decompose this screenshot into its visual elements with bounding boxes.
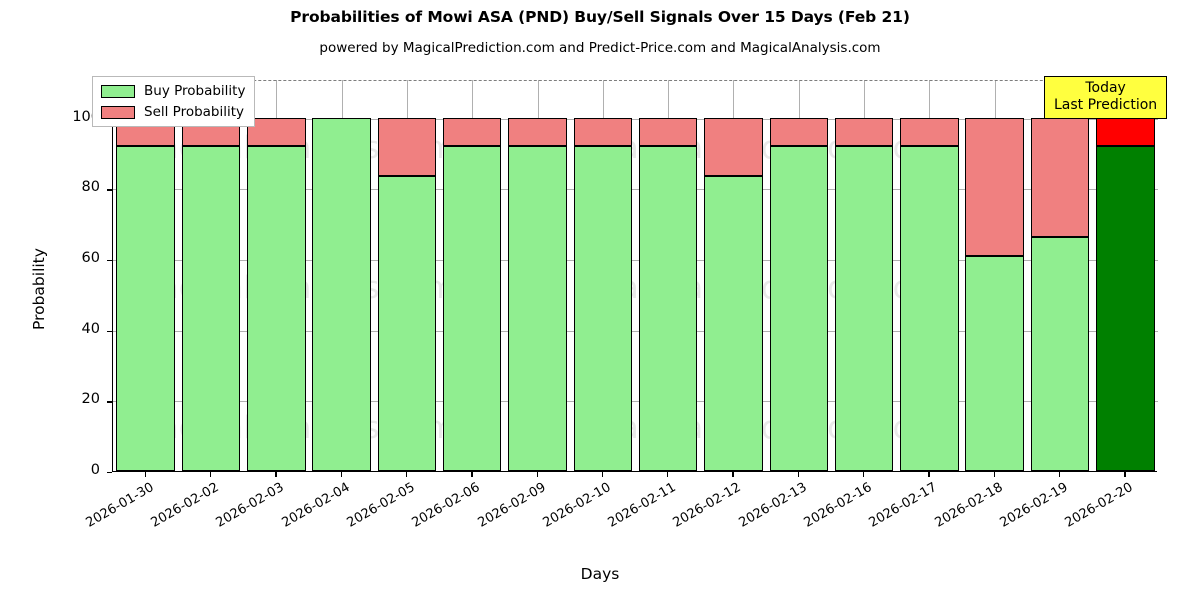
y-tick-label: 20 bbox=[81, 391, 100, 408]
page-title: Probabilities of Mowi ASA (PND) Buy/Sell… bbox=[290, 8, 910, 26]
y-tick-mark bbox=[107, 472, 112, 474]
x-tick-mark bbox=[340, 472, 342, 477]
bar-segment-sell[interactable] bbox=[769, 117, 828, 147]
bar-segment-sell[interactable] bbox=[704, 117, 763, 176]
x-tick-mark bbox=[405, 472, 408, 477]
y-tick-mark bbox=[107, 260, 112, 262]
bar-group[interactable] bbox=[312, 79, 371, 471]
bar-group[interactable] bbox=[1030, 79, 1090, 471]
bar-segment-sell[interactable] bbox=[377, 117, 437, 176]
bar-segment-sell[interactable] bbox=[508, 117, 567, 147]
bar-segment-buy[interactable] bbox=[573, 146, 633, 471]
bar-segment-buy[interactable] bbox=[1096, 146, 1155, 471]
reference-line bbox=[113, 80, 1158, 81]
bar-group[interactable] bbox=[442, 79, 502, 471]
legend-swatch bbox=[101, 105, 135, 119]
bar-segment-sell[interactable] bbox=[834, 117, 894, 147]
bar-group[interactable] bbox=[508, 79, 567, 471]
bar-group[interactable] bbox=[965, 79, 1024, 471]
x-tick-mark bbox=[928, 472, 930, 477]
bar-segment-buy[interactable] bbox=[965, 255, 1024, 471]
x-axis-label: Days bbox=[580, 565, 620, 583]
bar-segment-sell[interactable] bbox=[573, 117, 633, 147]
bar-segment-buy[interactable] bbox=[638, 146, 698, 471]
bar-group[interactable] bbox=[116, 79, 175, 471]
bar-segment-sell[interactable] bbox=[1030, 117, 1090, 237]
legend-swatch bbox=[101, 84, 135, 98]
today-annotation: Today Last Prediction bbox=[1044, 76, 1168, 120]
bar-segment-buy[interactable] bbox=[181, 146, 241, 471]
bar-group[interactable] bbox=[900, 79, 959, 471]
y-tick-mark bbox=[107, 401, 112, 403]
bar-group[interactable] bbox=[377, 79, 437, 471]
x-tick-mark bbox=[1059, 472, 1061, 477]
y-tick-label: 0 bbox=[90, 462, 100, 478]
x-tick-mark bbox=[471, 472, 473, 477]
bar-segment-buy[interactable] bbox=[769, 146, 828, 471]
x-tick-mark bbox=[536, 472, 538, 477]
legend-item[interactable]: Buy Probability bbox=[101, 83, 245, 99]
bar-segment-sell[interactable] bbox=[442, 117, 502, 147]
y-tick-label: 40 bbox=[81, 320, 100, 337]
x-tick-mark bbox=[1124, 472, 1126, 477]
y-tick-mark bbox=[107, 330, 112, 333]
x-tick-mark bbox=[275, 472, 277, 477]
bar-group[interactable] bbox=[638, 79, 698, 471]
x-tick-mark bbox=[209, 472, 212, 477]
plot-area: MagicalAnalysis.comMagicalPrediction.com… bbox=[112, 79, 1158, 472]
legend-label: Buy Probability bbox=[144, 83, 246, 99]
bar-segment-sell[interactable] bbox=[247, 117, 306, 147]
bar-segment-buy[interactable] bbox=[247, 146, 306, 471]
y-tick-label: 60 bbox=[81, 250, 100, 267]
bar-segment-buy[interactable] bbox=[508, 146, 567, 471]
gridline-horizontal bbox=[113, 189, 1158, 191]
bar-segment-buy[interactable] bbox=[900, 146, 959, 471]
bar-segment-sell[interactable] bbox=[1096, 117, 1155, 147]
bar-group[interactable] bbox=[834, 79, 894, 471]
bar-segment-buy[interactable] bbox=[834, 146, 894, 471]
bar-group[interactable] bbox=[704, 79, 763, 471]
gridline-horizontal bbox=[113, 401, 1158, 403]
bar-segment-sell[interactable] bbox=[965, 117, 1024, 256]
x-tick-mark bbox=[863, 472, 865, 477]
bar-segment-buy[interactable] bbox=[312, 117, 371, 471]
bar-group[interactable] bbox=[573, 79, 633, 471]
x-tick-mark bbox=[601, 472, 604, 477]
x-tick-mark bbox=[732, 472, 734, 477]
bar-segment-sell[interactable] bbox=[638, 117, 698, 147]
gridline-horizontal bbox=[113, 330, 1158, 332]
gridline-horizontal bbox=[113, 260, 1158, 262]
bar-segment-buy[interactable] bbox=[116, 146, 175, 471]
x-tick-mark bbox=[993, 472, 996, 477]
y-tick-label: 80 bbox=[81, 179, 100, 196]
chart-subtitle: powered by MagicalPrediction.com and Pre… bbox=[319, 40, 881, 56]
x-tick-mark bbox=[797, 472, 800, 477]
y-axis-label: Probability bbox=[30, 248, 48, 330]
bar-segment-buy[interactable] bbox=[442, 146, 502, 471]
bar-segment-buy[interactable] bbox=[377, 175, 437, 471]
gridline-horizontal bbox=[113, 118, 1158, 120]
bar-segment-sell[interactable] bbox=[900, 117, 959, 147]
bar-group[interactable] bbox=[247, 79, 306, 471]
x-tick-mark bbox=[144, 472, 146, 477]
x-tick-mark bbox=[667, 472, 669, 477]
bar-segment-buy[interactable] bbox=[704, 175, 763, 471]
bar-group[interactable] bbox=[181, 79, 241, 471]
legend-label: Sell Probability bbox=[144, 104, 245, 120]
y-tick-mark bbox=[107, 189, 112, 191]
bar-group[interactable] bbox=[769, 79, 828, 471]
chart-legend: Buy Probability Sell Probability bbox=[92, 76, 256, 127]
today-annotation-line2: Last Prediction bbox=[1054, 96, 1158, 113]
bar-segment-buy[interactable] bbox=[1030, 236, 1090, 471]
legend-item[interactable]: Sell Probability bbox=[101, 104, 245, 120]
today-annotation-line1: Today bbox=[1085, 80, 1126, 96]
bar-group[interactable] bbox=[1096, 79, 1155, 471]
